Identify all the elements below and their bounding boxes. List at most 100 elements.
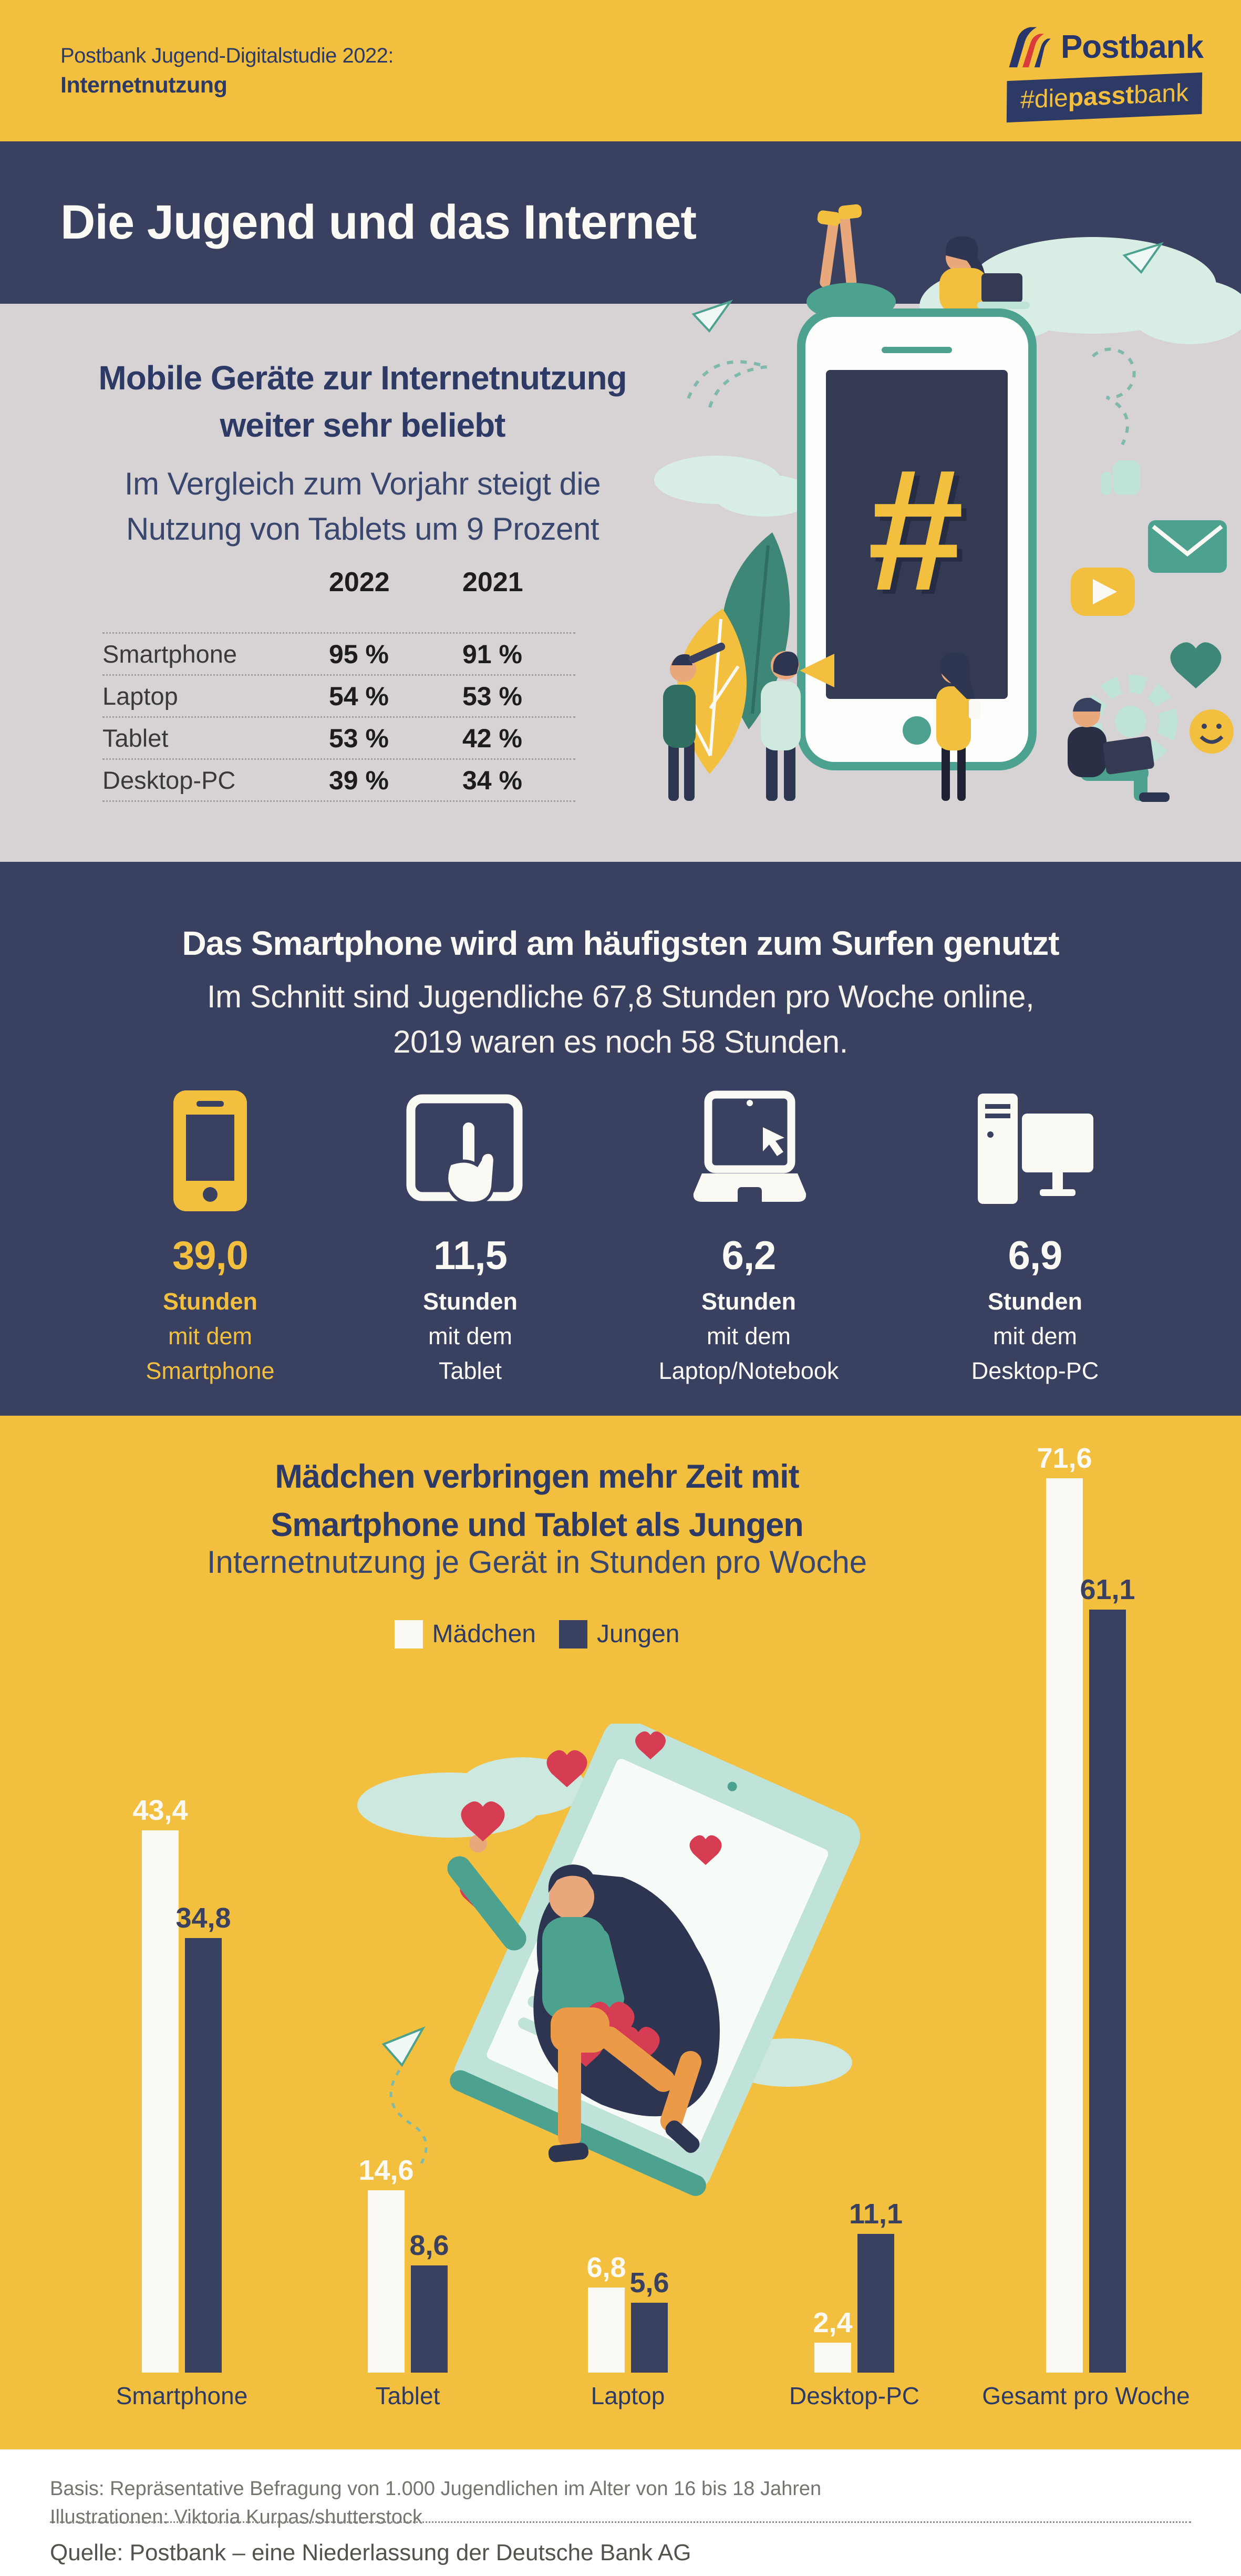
shoe xyxy=(665,2120,700,2153)
girl-with-laptop-figure xyxy=(939,236,1030,313)
stat-value: 39,0 xyxy=(172,1233,249,1278)
chart-subtitle: Internetnutzung je Gerät in Stunden pro … xyxy=(206,1544,867,1580)
column-header-2022: 2022 xyxy=(329,567,390,597)
column-header-2021: 2021 xyxy=(462,567,523,597)
page-title: Die Jugend und das Internet xyxy=(60,195,697,249)
bar-value-label: 2,4 xyxy=(813,2307,853,2338)
table-header-row: 2022 2021 xyxy=(102,566,575,632)
stat-connector: mit dem xyxy=(168,1323,253,1349)
legend-label: Mädchen xyxy=(432,1620,536,1648)
table-row: Tablet 53 % 42 % xyxy=(102,716,575,758)
desktop-pc-icon xyxy=(935,1088,1135,1214)
devices-section: Mobile Geräte zur Internetnutzung weiter… xyxy=(0,204,1241,862)
basis-note: Basis: Repräsentative Befragung von 1.00… xyxy=(50,2478,822,2500)
table-row: Desktop-PC 39 % 34 % xyxy=(102,758,575,802)
chart-title: Mädchen verbringen mehr Zeit mit Smartph… xyxy=(271,1458,803,1543)
dashed-swirl xyxy=(1091,347,1136,446)
bar-Mädchen-Desktop-PC xyxy=(814,2343,851,2373)
kicker-line1: Postbank Jugend-Digitalstudie 2022: xyxy=(60,44,394,67)
top-header: Postbank Jugend-Digitalstudie 2022: Inte… xyxy=(0,0,1241,141)
bar-value-label: 43,4 xyxy=(132,1795,188,1826)
bar-value-label: 34,8 xyxy=(175,1902,231,1934)
stat-connector: mit dem xyxy=(706,1323,791,1349)
stat-unit: Stunden xyxy=(988,1288,1082,1315)
illustrations-note: Illustrationen: Viktoria Kurpas/shutters… xyxy=(50,2506,422,2528)
hours-section: Das Smartphone wird am häufigsten zum Su… xyxy=(0,862,1241,1416)
stat-device: Tablet xyxy=(438,1357,502,1384)
boy-with-laptop-figure xyxy=(1068,697,1170,802)
kicker-line2: Internetnutzung xyxy=(60,73,227,98)
girl-figure xyxy=(447,1801,720,2162)
stat-unit: Stunden xyxy=(163,1288,257,1315)
dashed-trail xyxy=(389,2069,428,2166)
shoe xyxy=(548,2142,589,2162)
cloud-shapes xyxy=(654,237,1241,517)
paper-plane-icon xyxy=(381,2026,426,2067)
footer-notes: Basis: Repräsentative Befragung von 1.00… xyxy=(50,2475,821,2531)
stat-device: Desktop-PC xyxy=(971,1357,1099,1384)
smiley-icon xyxy=(1190,709,1234,754)
table-row: Laptop 54 % 53 % xyxy=(102,674,575,716)
hero-band: Die Jugend und das Internet xyxy=(0,141,1241,304)
bar-value-label: 71,6 xyxy=(1037,1442,1092,1474)
bar-value-label: 5,6 xyxy=(629,2267,669,2299)
bar-Mädchen-Tablet xyxy=(368,2190,405,2373)
legend-swatch-jungen xyxy=(559,1620,587,1648)
stat-tablet: 11,5 Stunden mit dem Tablet xyxy=(370,1088,570,1385)
legend-swatch-maedchen xyxy=(394,1620,423,1648)
woman-with-phone-figure xyxy=(936,652,980,801)
device-usage-table: 2022 2021 Smartphone 95 % 91 % Laptop 54… xyxy=(102,566,575,802)
stat-unit: Stunden xyxy=(701,1288,796,1315)
bar-Mädchen-Smartphone xyxy=(142,1830,179,2373)
stat-value: 6,2 xyxy=(721,1233,777,1278)
heart-in-hand xyxy=(461,1801,505,1841)
envelope-icon xyxy=(1148,520,1227,573)
tablet-touch-icon xyxy=(370,1088,570,1214)
bar-value-label: 8,6 xyxy=(409,2230,449,2261)
bar-chart: 43,4 34,8 Smartphone 14,6 8,6 Tablet 6,8 5,6 Lap… xyxy=(0,1416,1241,2449)
category-label-Gesamt pro Woche: Gesamt pro Woche xyxy=(982,2382,1190,2409)
right-thigh xyxy=(597,2026,675,2092)
hours-title: Das Smartphone wird am häufigsten zum Su… xyxy=(182,924,1059,962)
front-hair xyxy=(548,1864,596,1893)
footer-divider xyxy=(50,2521,1191,2523)
category-label-Smartphone: Smartphone xyxy=(116,2382,248,2409)
play-button-icon xyxy=(1071,568,1135,616)
man-with-megaphone-figure xyxy=(761,651,834,801)
left-leg xyxy=(558,2038,581,2148)
table-row: Smartphone 95 % 91 % xyxy=(102,632,575,674)
stat-value: 11,5 xyxy=(433,1233,508,1278)
cursor-arrow xyxy=(763,1127,784,1156)
smartphone-icon xyxy=(110,1088,310,1214)
hours-subtitle: Im Schnitt sind Jugendliche 67,8 Stunden… xyxy=(206,979,1035,1059)
category-label-Desktop-PC: Desktop-PC xyxy=(789,2382,919,2409)
bar-Jungen-Desktop-PC xyxy=(857,2234,894,2373)
heart-icon xyxy=(1170,642,1222,688)
legend-label: Jungen xyxy=(596,1620,680,1648)
gender-chart-section: Mädchen verbringen mehr Zeit mit Smartph… xyxy=(0,1416,1241,2449)
bar-value-label: 11,1 xyxy=(849,2198,903,2230)
bar-Jungen-Gesamt pro Woche xyxy=(1089,1610,1126,2373)
girl-with-tablet-illustration xyxy=(357,1724,861,2196)
devices-subtitle: Im Vergleich zum Vorjahr steigt die Nutz… xyxy=(124,466,601,547)
thumbs-up-icon xyxy=(1101,460,1140,495)
man-with-spyglass-figure xyxy=(663,642,726,801)
bar-Jungen-Smartphone xyxy=(185,1938,222,2373)
category-label-Laptop: Laptop xyxy=(591,2382,665,2409)
laptop-cursor-icon xyxy=(649,1088,849,1214)
hashtag-phone-illustration: # # xyxy=(654,204,1241,802)
stat-connector: mit dem xyxy=(428,1323,513,1349)
stat-smartphone: 39,0 Stunden mit dem Smartphone xyxy=(110,1088,310,1385)
bar-Jungen-Tablet xyxy=(411,2265,448,2373)
legend-item-jungen: Jungen xyxy=(559,1620,679,1648)
paper-plane-icon xyxy=(691,242,1164,333)
relaxing-person-figure xyxy=(806,204,896,321)
dashed-swirl xyxy=(687,360,768,409)
postbank-logo-icon xyxy=(1009,27,1051,68)
bar-Mädchen-Laptop xyxy=(588,2288,625,2373)
right-shin xyxy=(660,2051,702,2132)
diepasstbank-badge: #diepasstbank xyxy=(1006,72,1203,123)
stat-device: Laptop/Notebook xyxy=(658,1357,839,1384)
stat-device: Smartphone xyxy=(146,1357,275,1384)
